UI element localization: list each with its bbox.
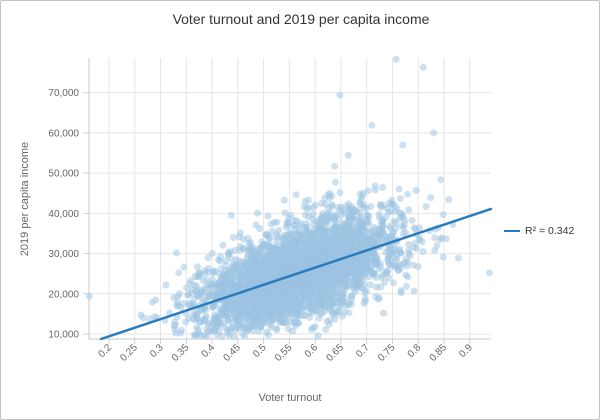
x-tick-label: 0.9	[457, 342, 475, 360]
y-axis-title: 2019 per capita income	[19, 141, 31, 257]
x-tick-label: 0.75	[376, 342, 398, 364]
tick-labels: 10,000 20,000 30,000 40,000 50,000 60,000 70,0…	[48, 88, 475, 364]
x-tick-label: 0.5	[251, 342, 269, 360]
x-tick-label: 0.6	[303, 342, 321, 360]
y-tick-label: 20,000	[48, 289, 79, 300]
y-tick-label: 40,000	[48, 209, 79, 220]
chart-title: Voter turnout and 2019 per capita income	[172, 11, 430, 27]
x-tick-label: 0.25	[118, 342, 140, 364]
legend-item-regression[interactable]: R² = 0.342	[504, 225, 574, 237]
legend-label: R² = 0.342	[525, 225, 575, 237]
y-tick-label: 30,000	[48, 249, 79, 260]
x-tick-label: 0.8	[406, 342, 424, 360]
x-tick-label: 0.3	[148, 342, 166, 360]
x-tick-label: 0.4	[200, 342, 218, 360]
x-tick-label: 0.65	[324, 342, 346, 364]
x-axis-title: Voter turnout	[258, 392, 322, 404]
tick-marks	[83, 92, 471, 344]
y-tick-label: 50,000	[48, 169, 79, 180]
x-tick-label: 0.2	[97, 342, 115, 360]
regression-trend-line	[99, 207, 493, 341]
y-tick-label: 70,000	[48, 88, 79, 99]
x-tick-label: 0.85	[428, 342, 450, 364]
x-tick-label: 0.7	[354, 342, 372, 360]
x-tick-label: 0.35	[170, 342, 192, 364]
scatter-points	[85, 55, 493, 340]
x-tick-label: 0.55	[273, 342, 295, 364]
y-tick-label: 10,000	[48, 330, 79, 341]
legend-line-swatch	[504, 230, 520, 232]
y-tick-label: 60,000	[48, 128, 79, 139]
x-tick-label: 0.45	[221, 342, 243, 364]
